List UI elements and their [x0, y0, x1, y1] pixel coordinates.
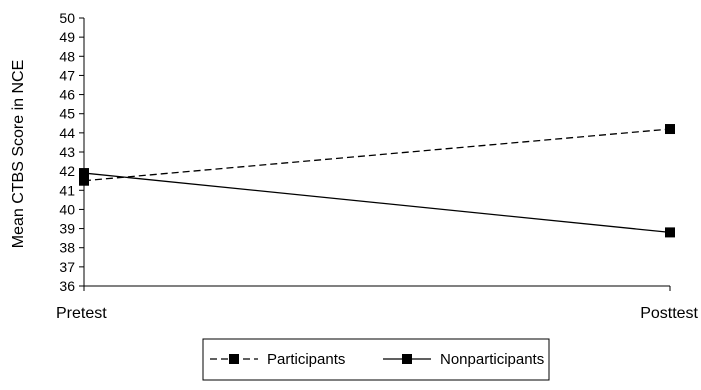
series-layer — [79, 124, 675, 238]
y-tick-label: 44 — [59, 125, 75, 141]
series-line-nonparticipants — [83, 172, 671, 234]
y-tick-label: 40 — [59, 201, 75, 217]
y-tick-label: 43 — [59, 144, 75, 160]
legend-label-participants: Participants — [267, 351, 345, 368]
y-tick-label: 47 — [59, 67, 75, 83]
y-tick-label: 49 — [59, 29, 75, 45]
y-tick-label: 37 — [59, 259, 75, 275]
data-point-participants — [665, 124, 675, 135]
legend-marker-nonparticipants — [402, 354, 412, 364]
data-point-nonparticipants — [79, 168, 89, 179]
data-point-participants — [79, 175, 89, 186]
y-tick-label: 39 — [59, 221, 75, 237]
axes: 36 37 38 39 40 41 42 43 44 45 46 47 48 49 50 Pretest Pos… — [56, 10, 699, 322]
series-line-participants — [83, 128, 671, 182]
y-tick-label: 48 — [59, 48, 75, 64]
x-tick-label: Pretest — [56, 305, 107, 322]
legend: Participants Nonparticipants — [202, 338, 550, 381]
data-point-nonparticipants — [665, 227, 675, 238]
legend-label-nonparticipants: Nonparticipants — [440, 351, 544, 368]
y-axis-label: Mean CTBS Score in NCE — [10, 60, 27, 249]
y-tick-label: 36 — [59, 278, 75, 294]
x-tick-label: Posttest — [640, 305, 698, 322]
legend-marker-participants — [229, 354, 239, 364]
y-tick-label: 41 — [59, 182, 75, 198]
y-tick-label: 38 — [59, 240, 75, 256]
y-tick-label: 50 — [59, 10, 75, 26]
y-tick-label: 46 — [59, 87, 75, 103]
y-tick-label: 45 — [59, 106, 75, 122]
legend-box — [202, 338, 550, 381]
y-tick-label: 42 — [59, 163, 75, 179]
